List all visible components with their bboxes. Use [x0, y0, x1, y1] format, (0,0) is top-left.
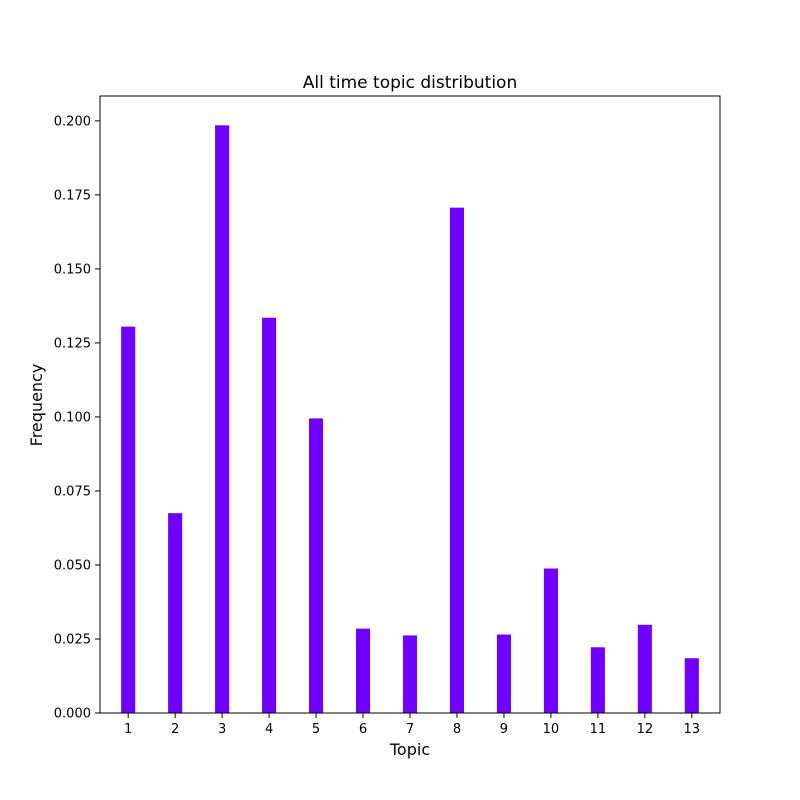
bar-topic-2 — [168, 513, 183, 713]
bar-topic-3 — [215, 125, 230, 713]
y-tick-label: 0.200 — [54, 114, 91, 129]
x-tick-label: 2 — [171, 722, 179, 737]
x-tick-label: 9 — [500, 722, 508, 737]
x-tick-label: 3 — [218, 722, 226, 737]
x-tick-label: 7 — [406, 722, 414, 737]
x-axis-ticks: 1 2 3 4 5 6 7 8 9 10 11 12 13 — [124, 713, 700, 737]
x-tick-label: 1 — [124, 722, 132, 737]
y-tick-label: 0.025 — [54, 632, 91, 647]
bar-topic-10 — [543, 568, 558, 713]
y-tick-label: 0.050 — [54, 558, 91, 573]
x-tick-label: 6 — [359, 722, 367, 737]
plot-frame — [99, 95, 721, 714]
bar-topic-7 — [402, 635, 418, 713]
x-tick-label: 5 — [312, 722, 320, 737]
x-axis-title: Topic — [389, 740, 430, 759]
y-tick-label: 0.000 — [54, 707, 91, 722]
y-tick-label: 0.100 — [54, 410, 91, 425]
bars-group — [121, 125, 699, 713]
bar-topic-1 — [121, 326, 136, 713]
bar-topic-5 — [309, 418, 324, 713]
bar-topic-12 — [637, 624, 652, 713]
x-tick-label: 10 — [543, 722, 560, 737]
bar-topic-11 — [590, 647, 605, 713]
bar-topic-13 — [684, 658, 699, 713]
chart-title: All time topic distribution — [303, 73, 518, 93]
y-tick-label: 0.125 — [54, 336, 91, 351]
x-tick-label: 13 — [684, 722, 701, 737]
bar-topic-6 — [355, 628, 371, 713]
bar-topic-9 — [496, 634, 511, 713]
y-tick-label: 0.175 — [54, 188, 91, 203]
y-tick-label: 0.150 — [54, 262, 91, 277]
y-axis-title: Frequency — [27, 364, 46, 447]
x-tick-label: 11 — [590, 722, 607, 737]
y-axis-ticks: 0.000 0.025 0.050 0.075 0.100 0.125 0.150 0.175… — [54, 114, 100, 722]
bar-topic-8 — [449, 207, 465, 713]
x-tick-label: 8 — [453, 722, 461, 737]
x-tick-label: 4 — [265, 722, 273, 737]
y-tick-label: 0.075 — [54, 484, 91, 499]
bar-topic-4 — [262, 317, 277, 713]
x-tick-label: 12 — [637, 722, 654, 737]
